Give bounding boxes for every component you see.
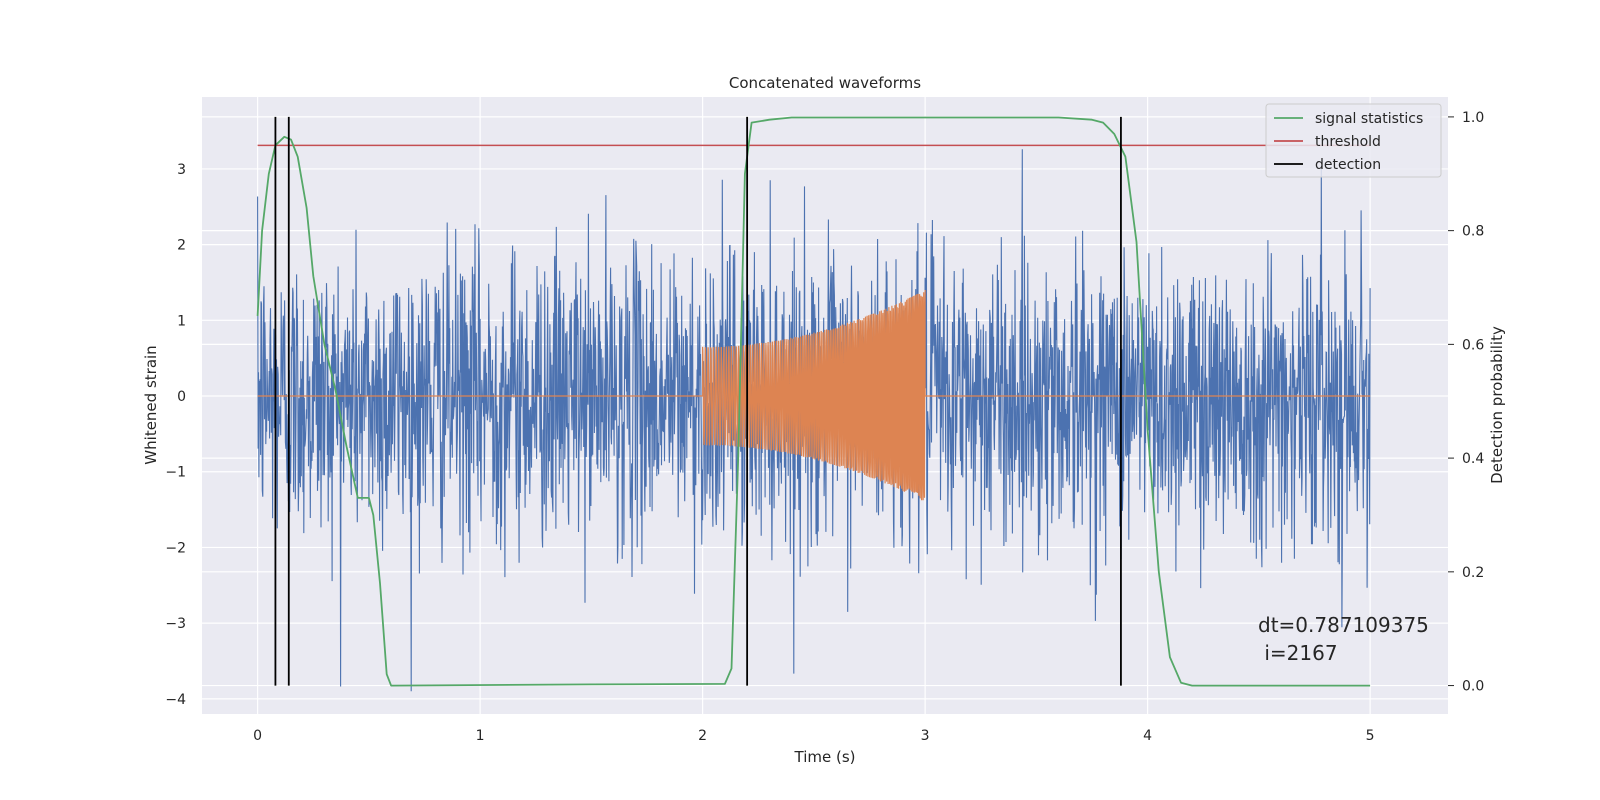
legend-label-signal-statistics: signal statistics [1315, 111, 1423, 127]
legend-box [1265, 103, 1442, 178]
y-tick-label: −3 [165, 616, 186, 632]
chart-title: Concatenated waveforms [729, 74, 921, 92]
y-tick-label: 3 [177, 162, 186, 178]
x-tick-label: 4 [1143, 728, 1152, 744]
y2-tick-label: 0.4 [1462, 451, 1484, 467]
y2-tick-label: 0.0 [1462, 679, 1484, 695]
x-tick-label: 5 [1366, 728, 1375, 744]
x-tick-label: 3 [921, 728, 930, 744]
annotation-dt: dt=0.787109375 [1258, 613, 1429, 637]
y-axis-label: Whitened strain [142, 345, 160, 464]
annotation-i: i=2167 [1258, 641, 1338, 665]
x-axis-label: Time (s) [794, 748, 856, 766]
legend-label-detection: detection [1315, 157, 1381, 173]
y-tick-label: 1 [177, 313, 186, 329]
y-tick-label: −1 [165, 465, 186, 481]
y-tick-label: −2 [165, 540, 186, 556]
signal-statistics-line [256, 116, 1371, 687]
y2-tick-label: 1.0 [1462, 110, 1484, 126]
y2-tick-label: 0.2 [1462, 565, 1484, 581]
y-tick-label: −4 [165, 692, 186, 708]
y2-tick-label: 0.6 [1462, 337, 1484, 353]
legend-label-threshold: threshold [1315, 134, 1381, 150]
series-detection [274, 116, 1122, 686]
x-tick-label: 1 [476, 728, 485, 744]
series-noise [257, 149, 1371, 692]
ticks: 0 1 2 3 4 5 −4 −3 −2 −1 0 1 2 3 0.0 0.2 0.4 0.6 0.8 1.0 [165, 110, 1484, 744]
y2-tick-label: 0.8 [1462, 224, 1484, 240]
y2-axis-label: Detection probability [1488, 326, 1506, 484]
series-signal-statistics [256, 116, 1371, 687]
x-tick-label: 2 [698, 728, 707, 744]
noise-line [257, 149, 1371, 692]
y-tick-label: 2 [177, 238, 186, 254]
x-tick-label: 0 [253, 728, 262, 744]
legend: signal statistics threshold detection [1265, 103, 1442, 178]
annotation: dt=0.787109375 i=2167 [1258, 613, 1429, 665]
y-tick-label: 0 [177, 389, 186, 405]
